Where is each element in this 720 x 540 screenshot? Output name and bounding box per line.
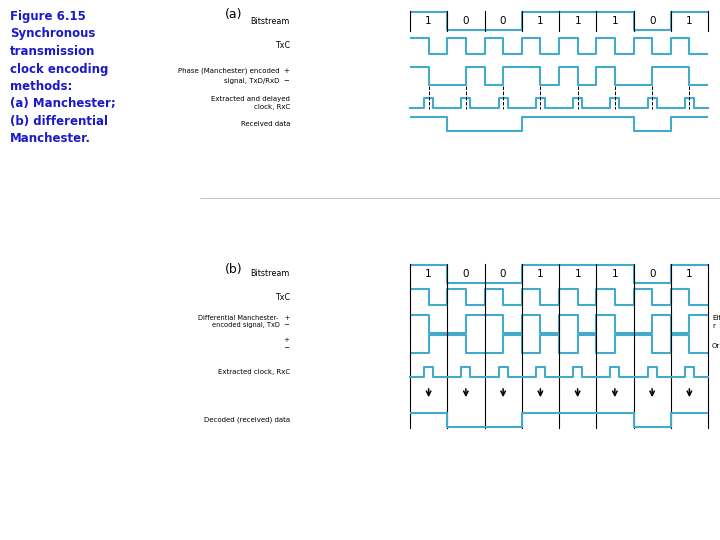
Text: 1: 1 xyxy=(426,269,432,279)
Text: 1: 1 xyxy=(686,269,693,279)
Text: Received data: Received data xyxy=(240,121,290,127)
Text: TxC: TxC xyxy=(275,42,290,51)
Text: 1: 1 xyxy=(537,269,544,279)
Text: (b): (b) xyxy=(225,263,243,276)
Text: 1: 1 xyxy=(575,269,581,279)
Text: clock, RxC: clock, RxC xyxy=(253,104,290,110)
Text: 1: 1 xyxy=(575,16,581,26)
Text: 1: 1 xyxy=(426,16,432,26)
Text: TxC: TxC xyxy=(275,293,290,301)
Text: 0: 0 xyxy=(463,269,469,279)
Text: 1: 1 xyxy=(537,16,544,26)
Text: Or: Or xyxy=(712,343,720,349)
Text: Bitstream: Bitstream xyxy=(251,17,290,25)
Text: Extracted and delayed: Extracted and delayed xyxy=(211,96,290,102)
Text: (a): (a) xyxy=(225,8,243,21)
Text: 1: 1 xyxy=(611,269,618,279)
Text: 1: 1 xyxy=(611,16,618,26)
Text: Differential Manchester-   +: Differential Manchester- + xyxy=(198,315,290,321)
Text: Eithe
r: Eithe r xyxy=(712,315,720,328)
Text: Figure 6.15
Synchronous
transmission
clock encoding
methods:
(a) Manchester;
(b): Figure 6.15 Synchronous transmission clo… xyxy=(10,10,116,145)
Text: 0: 0 xyxy=(649,269,655,279)
Text: 1: 1 xyxy=(686,16,693,26)
Text: 0: 0 xyxy=(649,16,655,26)
Text: 0: 0 xyxy=(463,16,469,26)
Text: −: − xyxy=(280,345,290,351)
Text: signal, TxD/RxD  −: signal, TxD/RxD − xyxy=(224,78,290,84)
Text: 0: 0 xyxy=(500,16,506,26)
Text: encoded signal, TxD  −: encoded signal, TxD − xyxy=(212,322,290,328)
Text: Bitstream: Bitstream xyxy=(251,269,290,279)
Text: Extracted clock, RxC: Extracted clock, RxC xyxy=(218,369,290,375)
Text: 0: 0 xyxy=(500,269,506,279)
Text: +: + xyxy=(280,337,290,343)
Text: Phase (Manchester) encoded  +: Phase (Manchester) encoded + xyxy=(178,68,290,74)
Text: Decoded (received) data: Decoded (received) data xyxy=(204,417,290,423)
